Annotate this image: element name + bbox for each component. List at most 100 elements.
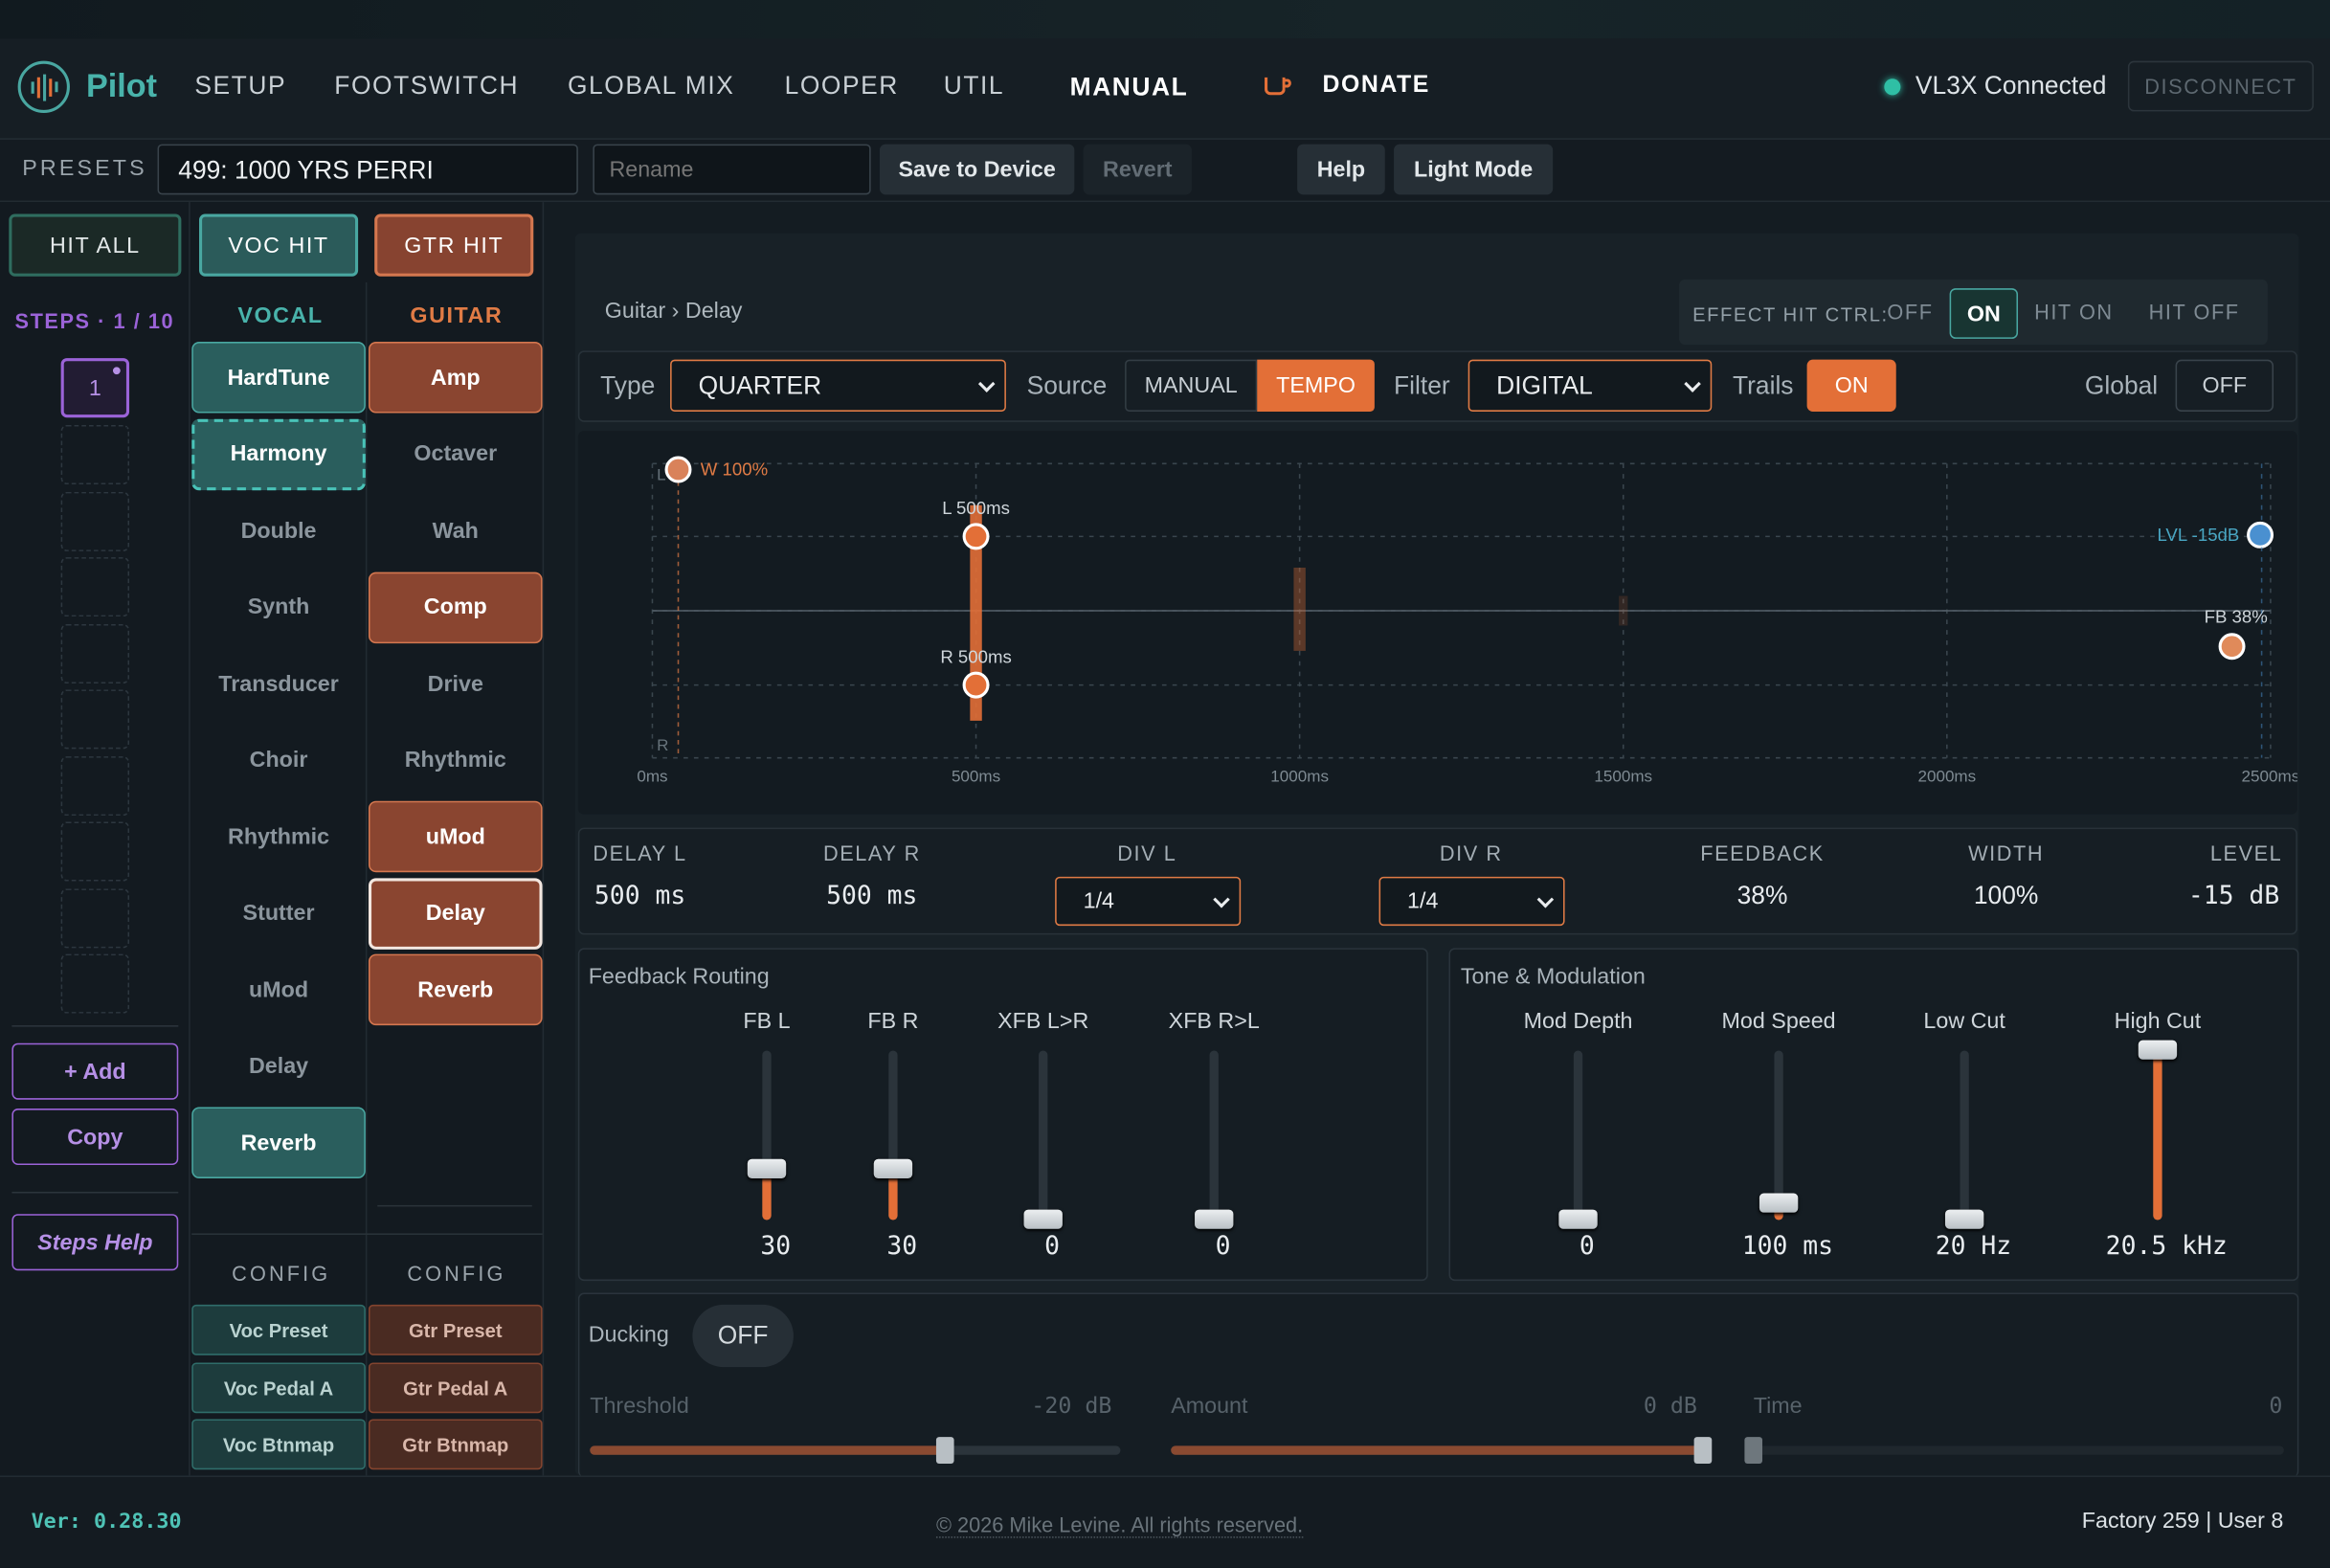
guitar-effect-rhythmic[interactable]: Rhythmic — [404, 747, 506, 773]
tone-slider-knob[interactable] — [2138, 1040, 2178, 1060]
vocal-effect-harmony[interactable]: Harmony — [191, 417, 366, 490]
hit-ctrl-hit-off[interactable]: HIT OFF — [2148, 300, 2240, 325]
wet-handle[interactable] — [664, 456, 692, 483]
source-manual-button[interactable]: MANUAL — [1125, 359, 1258, 412]
revert-button[interactable]: Revert — [1083, 144, 1192, 195]
step-slot[interactable] — [60, 491, 130, 551]
voc-hit-button[interactable]: VOC HIT — [199, 213, 359, 277]
step-slot[interactable] — [60, 755, 130, 816]
step-slot[interactable] — [60, 689, 130, 750]
step-slot[interactable] — [60, 424, 130, 485]
ducking-toggle[interactable]: OFF — [692, 1304, 794, 1368]
help-button[interactable]: Help — [1297, 144, 1385, 195]
hit-all-button[interactable]: HIT ALL — [9, 213, 182, 277]
step-1[interactable]: 1 — [60, 358, 130, 418]
vocal-effect-choir[interactable]: Choir — [249, 747, 308, 773]
guitar-effect-comp[interactable]: Comp — [368, 571, 543, 643]
hit-ctrl-on[interactable]: ON — [1949, 288, 2019, 339]
tone-slider-knob[interactable] — [1558, 1209, 1598, 1229]
gtr-pedal-a-button[interactable]: Gtr Pedal A — [368, 1362, 543, 1414]
tone-slider-knob[interactable] — [1944, 1209, 1984, 1229]
step-slot[interactable] — [60, 623, 130, 683]
vocal-effect-reverb[interactable]: Reverb — [191, 1107, 366, 1178]
vocal-effect-transducer[interactable]: Transducer — [218, 670, 339, 697]
nav-global-mix[interactable]: GLOBAL MIX — [567, 71, 735, 101]
div-l-select[interactable]: 1/4 — [1055, 876, 1242, 927]
routing-slider-knob[interactable] — [873, 1158, 913, 1178]
guitar-effect-octaver[interactable]: Octaver — [414, 441, 498, 467]
routing-slider-knob[interactable] — [1195, 1209, 1234, 1229]
nav-looper[interactable]: LOOPER — [784, 71, 899, 101]
preset-select[interactable]: 499: 1000 YRS PERRI — [157, 144, 578, 195]
guitar-effect-delay[interactable]: Delay — [368, 877, 543, 950]
routing-slider-knob[interactable] — [747, 1158, 787, 1178]
nav-util[interactable]: UTIL — [943, 71, 1005, 101]
threshold-slider[interactable] — [590, 1437, 1121, 1465]
global-toggle[interactable]: OFF — [2175, 359, 2274, 412]
delay-l-handle[interactable] — [962, 523, 990, 550]
tone-slider-track[interactable] — [1573, 1050, 1583, 1221]
vocal-effect-hardtune[interactable]: HardTune — [191, 342, 366, 414]
vocal-effect-rhythmic[interactable]: Rhythmic — [228, 823, 330, 850]
nav-manual[interactable]: MANUAL — [1069, 73, 1189, 101]
voc-pedal-a-button[interactable]: Voc Pedal A — [191, 1362, 366, 1414]
vocal-effect-stutter[interactable]: Stutter — [242, 900, 315, 927]
step-slot[interactable] — [60, 821, 130, 882]
level-handle[interactable] — [2247, 521, 2274, 549]
source-tempo-button[interactable]: TEMPO — [1257, 359, 1375, 412]
rename-input[interactable] — [593, 144, 871, 195]
gtr-preset-button[interactable]: Gtr Preset — [368, 1304, 543, 1355]
hit-ctrl-off[interactable]: OFF — [1887, 300, 1934, 325]
trails-toggle[interactable]: ON — [1806, 359, 1896, 412]
delay-l-value[interactable]: 500 ms — [594, 881, 686, 911]
donate-link[interactable]: DONATE — [1322, 73, 1430, 99]
save-to-device-button[interactable]: Save to Device — [879, 144, 1075, 195]
vocal-effect-synth[interactable]: Synth — [247, 594, 310, 620]
gtr-hit-button[interactable]: GTR HIT — [374, 213, 534, 277]
guitar-effect-umod[interactable]: uMod — [368, 800, 543, 873]
feedback-handle[interactable] — [2218, 633, 2246, 661]
voc-btnmap-button[interactable]: Voc Btnmap — [191, 1419, 366, 1470]
tone-slider-track[interactable] — [1960, 1050, 1969, 1221]
delay-r-handle[interactable] — [962, 671, 990, 699]
steps-help-button[interactable]: Steps Help — [11, 1214, 179, 1271]
guitar-effect-reverb[interactable]: Reverb — [368, 953, 543, 1026]
threshold-knob[interactable] — [936, 1437, 954, 1465]
time-knob[interactable] — [1744, 1437, 1763, 1465]
nav-setup[interactable]: SETUP — [194, 71, 287, 101]
guitar-effect-wah[interactable]: Wah — [432, 517, 479, 544]
nav-footswitch[interactable]: FOOTSWITCH — [334, 71, 520, 101]
filter-select[interactable]: DIGITAL — [1467, 359, 1713, 412]
hit-ctrl-hit-on[interactable]: HIT ON — [2034, 300, 2114, 325]
light-mode-button[interactable]: Light Mode — [1394, 144, 1554, 195]
guitar-effect-amp[interactable]: Amp — [368, 342, 543, 414]
tone-slider-knob[interactable] — [1759, 1193, 1799, 1213]
width-value[interactable]: 100% — [1973, 881, 2039, 910]
add-step-button[interactable]: + Add — [11, 1042, 179, 1100]
routing-slider-track[interactable] — [888, 1050, 898, 1221]
tone-slider-track[interactable] — [2153, 1050, 2162, 1221]
div-r-select[interactable]: 1/4 — [1378, 876, 1565, 927]
routing-slider-track[interactable] — [1039, 1050, 1048, 1221]
level-value[interactable]: -15 dB — [2187, 881, 2280, 911]
voc-preset-button[interactable]: Voc Preset — [191, 1304, 366, 1355]
routing-slider-track[interactable] — [1209, 1050, 1219, 1221]
step-slot[interactable] — [60, 953, 130, 1014]
amount-knob[interactable] — [1693, 1437, 1713, 1465]
disconnect-button[interactable]: DISCONNECT — [2127, 60, 2314, 112]
gtr-btnmap-button[interactable]: Gtr Btnmap — [368, 1419, 543, 1470]
amount-slider[interactable] — [1171, 1437, 1713, 1465]
vocal-effect-double[interactable]: Double — [240, 517, 317, 544]
vocal-effect-umod[interactable]: uMod — [249, 976, 309, 1003]
delay-r-value[interactable]: 500 ms — [826, 881, 918, 911]
routing-slider-track[interactable] — [762, 1050, 772, 1221]
routing-slider-knob[interactable] — [1023, 1209, 1063, 1229]
type-select[interactable]: QUARTER — [670, 359, 1006, 412]
step-slot[interactable] — [60, 887, 130, 948]
copy-step-button[interactable]: Copy — [11, 1109, 179, 1166]
step-slot[interactable] — [60, 557, 130, 617]
guitar-effect-drive[interactable]: Drive — [427, 670, 483, 697]
time-slider[interactable] — [1744, 1437, 2284, 1465]
feedback-value[interactable]: 38% — [1736, 881, 1788, 910]
vocal-effect-delay[interactable]: Delay — [248, 1053, 309, 1079]
